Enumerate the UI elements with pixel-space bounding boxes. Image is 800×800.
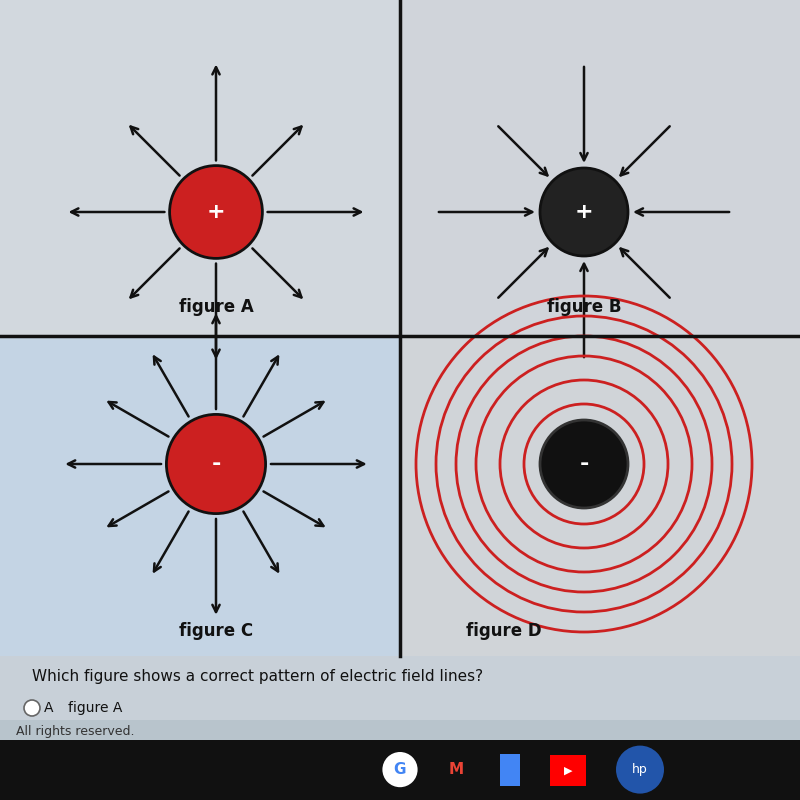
Bar — [550, 755, 586, 786]
Bar — [400, 0, 800, 336]
Text: figure A: figure A — [178, 298, 254, 316]
Text: -: - — [211, 454, 221, 474]
Bar — [0, 336, 400, 656]
Text: figure C: figure C — [179, 622, 253, 640]
Circle shape — [540, 420, 628, 508]
Circle shape — [382, 752, 418, 787]
Bar — [400, 336, 800, 656]
Bar — [500, 754, 520, 786]
Circle shape — [24, 700, 40, 716]
Text: +: + — [574, 202, 594, 222]
Text: G: G — [394, 762, 406, 777]
Circle shape — [166, 414, 266, 514]
Circle shape — [616, 746, 664, 794]
Text: -: - — [579, 454, 589, 474]
Bar — [0, 720, 800, 800]
Bar — [0, 740, 800, 800]
Bar — [0, 656, 800, 720]
Circle shape — [540, 168, 628, 256]
Text: hp: hp — [632, 763, 648, 776]
Text: figure B: figure B — [546, 298, 622, 316]
Text: M: M — [449, 762, 463, 777]
Text: +: + — [206, 202, 226, 222]
Text: figure A: figure A — [68, 701, 122, 715]
Text: All rights reserved.: All rights reserved. — [16, 726, 134, 738]
Text: figure D: figure D — [466, 622, 542, 640]
Circle shape — [170, 166, 262, 258]
Text: Which figure shows a correct pattern of electric field lines?: Which figure shows a correct pattern of … — [32, 669, 483, 683]
Text: A: A — [44, 701, 54, 715]
Bar — [0, 0, 400, 336]
Text: ▶: ▶ — [564, 766, 572, 775]
